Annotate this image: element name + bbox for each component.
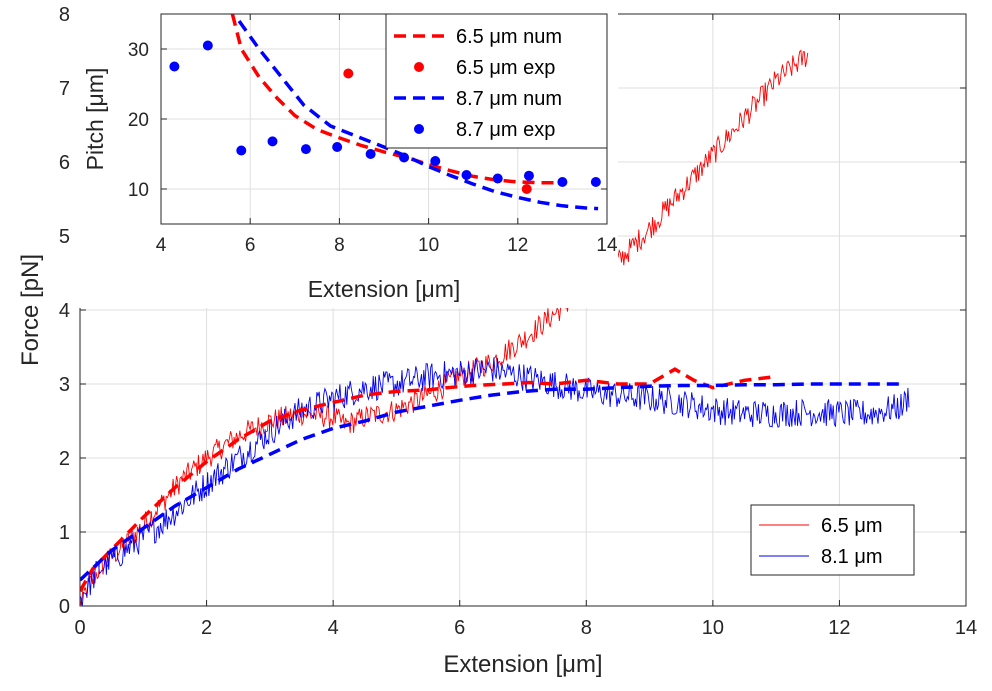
main-series-group bbox=[80, 49, 910, 606]
inset-ylabel: Pitch [μm] bbox=[82, 68, 108, 171]
inset-data-point bbox=[332, 142, 343, 152]
main-legend: 6.5 μm 8.1 μm bbox=[750, 504, 915, 576]
inset-xtick-label: 4 bbox=[156, 235, 167, 256]
inset-xtick-label: 6 bbox=[245, 235, 256, 256]
inset-data-point bbox=[557, 177, 568, 187]
main-legend-label: 8.1 μm bbox=[821, 546, 883, 568]
inset-ytick-label: 10 bbox=[128, 180, 149, 201]
main-xtick-label: 10 bbox=[702, 617, 724, 639]
main-ytick-label: 0 bbox=[59, 596, 70, 618]
inset-series-dashed-2 bbox=[237, 19, 599, 211]
inset-data-point bbox=[202, 40, 213, 51]
main-ytick-label: 3 bbox=[59, 374, 70, 396]
main-legend-box bbox=[750, 504, 915, 576]
main-xtick-label: 12 bbox=[828, 617, 850, 639]
main-xtick-label: 2 bbox=[201, 617, 212, 639]
inset-xtick-label: 8 bbox=[334, 235, 345, 256]
main-ytick-label: 5 bbox=[59, 226, 70, 248]
main-xtick-label: 6 bbox=[454, 617, 465, 639]
inset-ytick-label: 30 bbox=[128, 40, 149, 61]
inset-legend-swatch bbox=[414, 124, 424, 134]
main-xlabel: Extension [μm] bbox=[443, 651, 602, 678]
inset-data-point bbox=[523, 170, 534, 181]
main-xtick-label: 4 bbox=[328, 617, 339, 639]
inset-data-point bbox=[267, 136, 278, 147]
inset-plot: 4 6 8 10 12 14 10 20 30 Extension [μm] Pitch [μm] 6… bbox=[78, 10, 618, 308]
main-ylabel: Force [pN] bbox=[17, 254, 44, 366]
main-legend-label: 6.5 μm bbox=[821, 515, 883, 537]
inset-ytick-label: 20 bbox=[128, 110, 149, 131]
main-ytick-label: 6 bbox=[59, 152, 70, 174]
main-ytick-label: 1 bbox=[59, 522, 70, 544]
main-series-dashed-3 bbox=[80, 382, 903, 582]
main-xtick-label: 0 bbox=[74, 617, 85, 639]
inset-data-point bbox=[169, 61, 180, 72]
inset-xlabel: Extension [μm] bbox=[308, 276, 461, 302]
inset-series-group bbox=[169, 14, 601, 211]
inset-legend: 6.5 μm num 6.5 μm exp 8.7 μm num 8.7 μm exp bbox=[385, 13, 608, 149]
inset-data-point bbox=[521, 184, 532, 194]
inset-xtick-label: 14 bbox=[596, 235, 618, 256]
inset-data-point bbox=[590, 177, 601, 187]
inset-legend-label: 8.7 μm exp bbox=[456, 119, 555, 141]
main-series-line-1 bbox=[80, 357, 910, 606]
main-ytick-label: 2 bbox=[59, 448, 70, 470]
inset-data-point bbox=[236, 145, 247, 156]
main-ytick-label: 8 bbox=[59, 4, 70, 26]
inset-data-point bbox=[300, 144, 311, 155]
inset-legend-label: 6.5 μm num bbox=[456, 26, 562, 48]
inset-legend-label: 8.7 μm num bbox=[456, 88, 562, 110]
main-xtick-label: 8 bbox=[581, 617, 592, 639]
inset-data-point bbox=[365, 149, 376, 159]
inset-data-point bbox=[430, 156, 441, 166]
inset-xtick-label: 12 bbox=[507, 235, 528, 256]
inset-data-point bbox=[492, 173, 503, 184]
main-ytick-label: 7 bbox=[59, 78, 70, 100]
inset-data-point bbox=[343, 68, 354, 79]
inset-legend-label: 6.5 μm exp bbox=[456, 57, 555, 79]
inset-data-point bbox=[399, 152, 410, 163]
main-ytick-label: 4 bbox=[59, 300, 70, 322]
main-xtick-label: 14 bbox=[955, 617, 977, 639]
inset-legend-swatch bbox=[414, 62, 424, 72]
main-series-dashed-2 bbox=[80, 367, 777, 593]
inset-xtick-label: 10 bbox=[418, 235, 439, 256]
inset-data-point bbox=[461, 170, 472, 180]
inset-series-dashed-0 bbox=[230, 14, 563, 185]
